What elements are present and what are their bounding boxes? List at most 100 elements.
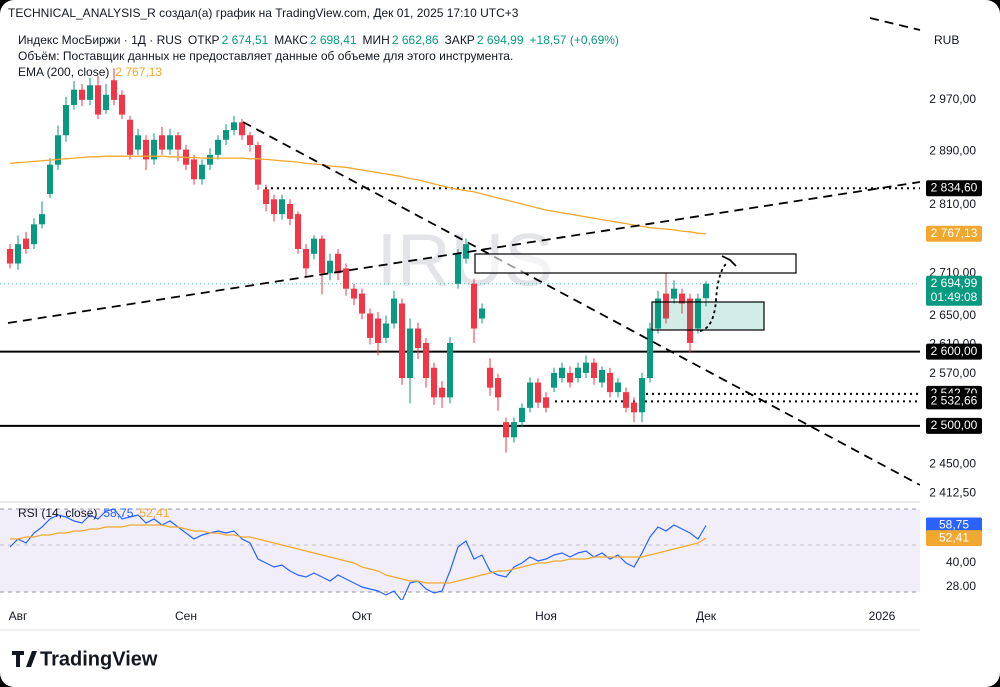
candle-body xyxy=(159,135,165,150)
volume-note: Объём: Поставщик данных не предоставляет… xyxy=(18,49,513,63)
level-label: 2 600,00 xyxy=(931,344,978,358)
trendline xyxy=(7,181,920,324)
countdown: 01:49:08 xyxy=(931,290,978,304)
candle-body xyxy=(135,135,141,150)
candle-body xyxy=(415,328,421,349)
candle-body xyxy=(15,244,21,264)
candle-body xyxy=(703,283,709,299)
rsi-title: RSI (14, close) xyxy=(18,506,97,520)
trendline xyxy=(242,121,920,486)
trendline xyxy=(869,17,921,31)
legend-key: МИН xyxy=(363,33,390,47)
symbol: Индекс МосБиржи · 1Д · RUS xyxy=(18,33,182,47)
candle-body xyxy=(623,392,629,408)
level-label: 2 500,00 xyxy=(931,418,978,432)
candle-body xyxy=(687,298,693,343)
candle-body xyxy=(279,199,285,215)
level-label-box xyxy=(926,343,982,360)
candle-body xyxy=(263,189,269,205)
candle-body xyxy=(167,135,173,150)
candle-body xyxy=(471,283,477,329)
candle-body xyxy=(583,362,589,373)
candle-body xyxy=(375,318,381,343)
candle-body xyxy=(143,139,149,160)
candle-body xyxy=(327,260,333,274)
candle-body xyxy=(55,135,61,165)
last-price-label: 2 694,99 xyxy=(931,276,978,290)
rsi-label: 52,41 xyxy=(939,530,969,544)
candle-body xyxy=(519,407,525,423)
candle-body xyxy=(151,139,157,160)
currency: RUB xyxy=(934,33,959,47)
candle-body xyxy=(103,94,109,111)
candle-body xyxy=(247,135,253,146)
rsi-ma-value: 52,41 xyxy=(139,506,169,520)
candles xyxy=(7,68,709,453)
candle-body xyxy=(231,122,237,131)
legend-line: Индекс МосБиржи · 1Д · RUS ОТКР 2 674,51 МА… xyxy=(18,33,619,47)
candle-body xyxy=(575,367,581,379)
rsi-band xyxy=(0,509,920,592)
ema-value: 2 767,13 xyxy=(115,65,162,79)
arrow xyxy=(699,261,729,332)
candle-body xyxy=(423,342,429,379)
ema-label: 2 767,13 xyxy=(931,226,978,240)
candle-body xyxy=(127,119,133,155)
candle-body xyxy=(47,164,53,194)
candle-body xyxy=(599,369,605,383)
candle-body xyxy=(111,80,117,100)
rsi-label-box xyxy=(926,530,982,547)
x-tick-label: Окт xyxy=(352,609,373,623)
ema-name: EMA (200, close) xyxy=(18,65,109,79)
candle-body xyxy=(495,378,501,398)
candle-body xyxy=(463,244,469,259)
level-label: 2 532,66 xyxy=(931,394,978,408)
legend-value: 2 694,99 xyxy=(477,33,524,47)
candle-body xyxy=(175,135,181,150)
candle-body xyxy=(303,248,309,269)
candle-body xyxy=(663,293,669,319)
y-tick-label: 2 810,00 xyxy=(929,197,976,211)
x-tick-label: Дек xyxy=(696,609,717,623)
candle-body xyxy=(383,323,389,338)
candle-body xyxy=(543,397,549,408)
candle-body xyxy=(71,89,77,105)
header: TECHNICAL_ANALYSIS_R создал(а) график на… xyxy=(8,6,519,20)
candle-body xyxy=(671,288,677,299)
x-tick-label: Авг xyxy=(9,609,28,623)
candle-body xyxy=(191,159,197,180)
rsi-label-box xyxy=(926,517,982,534)
candle-body xyxy=(87,85,93,100)
levels xyxy=(0,187,920,427)
candle-body xyxy=(559,367,565,379)
candle-body xyxy=(455,253,461,284)
candle-body xyxy=(695,298,701,329)
candle-body xyxy=(95,85,101,115)
candle-body xyxy=(295,214,301,249)
candle-body xyxy=(631,402,637,413)
legend-value: 2 698,41 xyxy=(310,33,357,47)
logo-text: TradingView xyxy=(40,648,158,670)
candle-body xyxy=(679,293,685,304)
logo: TradingView xyxy=(12,648,158,670)
candle-body xyxy=(63,104,69,136)
candle-body xyxy=(535,382,541,403)
axes: 2 970,002 890,002 810,002 710,002 650,00… xyxy=(9,92,982,623)
candle-body xyxy=(391,298,397,324)
candle-body xyxy=(199,164,205,180)
candle-body xyxy=(7,248,13,264)
legend-key: МАКС xyxy=(274,33,308,47)
candle-body xyxy=(207,154,213,165)
candle-body xyxy=(79,89,85,100)
candle-body xyxy=(487,367,493,388)
legend-change: +18,57 (+0,69%) xyxy=(530,33,619,47)
candle-body xyxy=(255,145,261,185)
candle-body xyxy=(31,224,37,245)
arrow-head xyxy=(721,255,737,267)
candle-body xyxy=(23,238,29,249)
candle-body xyxy=(367,313,373,338)
last-price-box xyxy=(926,275,982,306)
level-label-box xyxy=(926,180,982,197)
candle-body xyxy=(215,139,221,155)
